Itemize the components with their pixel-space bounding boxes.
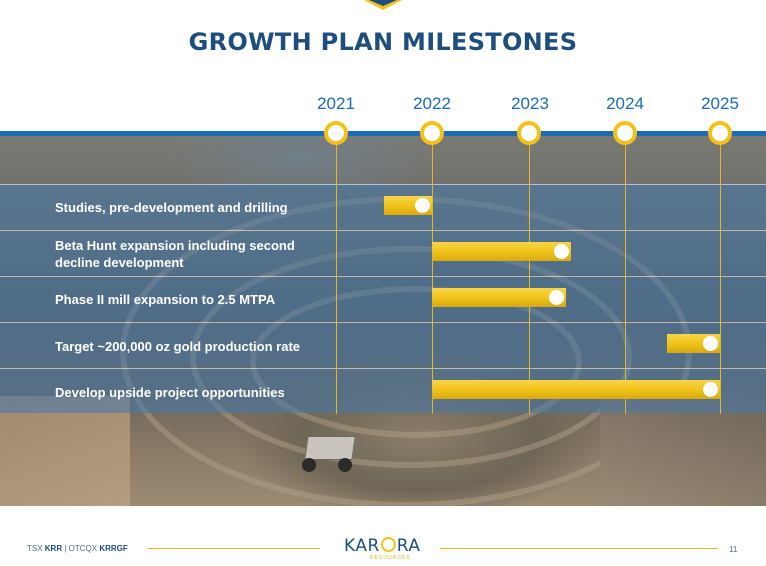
top-chevron-inner <box>369 0 397 6</box>
page-number: 11 <box>729 545 738 554</box>
karora-logo: KAR RA <box>344 536 421 556</box>
logo-text-left: KAR <box>344 536 380 556</box>
timeline-axis <box>0 131 766 136</box>
year-gridline <box>720 136 721 414</box>
milestone-label: Target ~200,000 oz gold production rate <box>55 339 301 354</box>
bar-end-dot <box>415 198 430 213</box>
year-node-2022 <box>420 121 444 145</box>
year-label-2023: 2023 <box>511 94 549 113</box>
year-gridline <box>529 136 530 414</box>
milestone-row: Studies, pre-development and drilling <box>0 184 766 229</box>
bar-end-dot <box>554 244 570 259</box>
footer-divider-right <box>440 548 718 549</box>
year-node-2023 <box>517 121 541 145</box>
year-gridline <box>625 136 626 414</box>
ticker-tsx: KRR <box>44 544 63 553</box>
milestone-label: Develop upside project opportunities <box>55 385 285 400</box>
year-node-2021 <box>324 121 348 145</box>
milestone-row: Beta Hunt expansion including second dec… <box>0 230 766 275</box>
logo-subtitle: RESOURCES <box>370 555 411 561</box>
year-node-2025 <box>708 121 732 145</box>
truck-wheel <box>338 458 352 472</box>
logo-o-ring-icon <box>380 537 396 552</box>
bar-end-dot <box>703 382 718 397</box>
dirt-area-left <box>0 396 130 506</box>
footer-divider-left <box>148 548 320 549</box>
milestone-row: Target ~200,000 oz gold production rate <box>0 322 766 367</box>
truck-wheel <box>302 458 316 472</box>
milestone-bar <box>432 242 572 261</box>
milestone-row: Phase II mill expansion to 2.5 MTPA <box>0 276 766 321</box>
ticker-otcqx: KRRGF <box>99 544 128 553</box>
milestone-bar <box>432 288 567 307</box>
milestone-label: Phase II mill expansion to 2.5 MTPA <box>55 292 276 307</box>
slide-title: GROWTH PLAN MILESTONES <box>188 28 578 56</box>
milestone-row: Develop upside project opportunities <box>0 368 766 413</box>
year-label-2025: 2025 <box>701 94 739 113</box>
year-label-2021: 2021 <box>317 94 355 113</box>
milestone-label: Beta Hunt expansion including second dec… <box>55 238 295 270</box>
ticker-symbols: TSX KRR | OTCQX KRRGF <box>27 544 128 553</box>
milestone-bar <box>432 380 720 399</box>
year-label-2024: 2024 <box>606 94 644 113</box>
year-gridline <box>336 136 337 414</box>
ticker-prefix: TSX <box>27 544 45 553</box>
ticker-separator: | OTCQX <box>62 544 100 553</box>
milestone-label: Studies, pre-development and drilling <box>55 200 288 215</box>
truck-body <box>304 436 356 460</box>
year-label-2022: 2022 <box>413 94 451 113</box>
milestone-bar <box>667 334 720 353</box>
haul-truck-image <box>292 436 358 476</box>
logo-text-right: RA <box>396 536 421 556</box>
bar-end-dot <box>702 336 718 351</box>
bar-end-dot <box>549 290 565 305</box>
milestone-bar <box>384 196 432 215</box>
year-gridline <box>432 136 433 414</box>
year-node-2024 <box>613 121 637 145</box>
